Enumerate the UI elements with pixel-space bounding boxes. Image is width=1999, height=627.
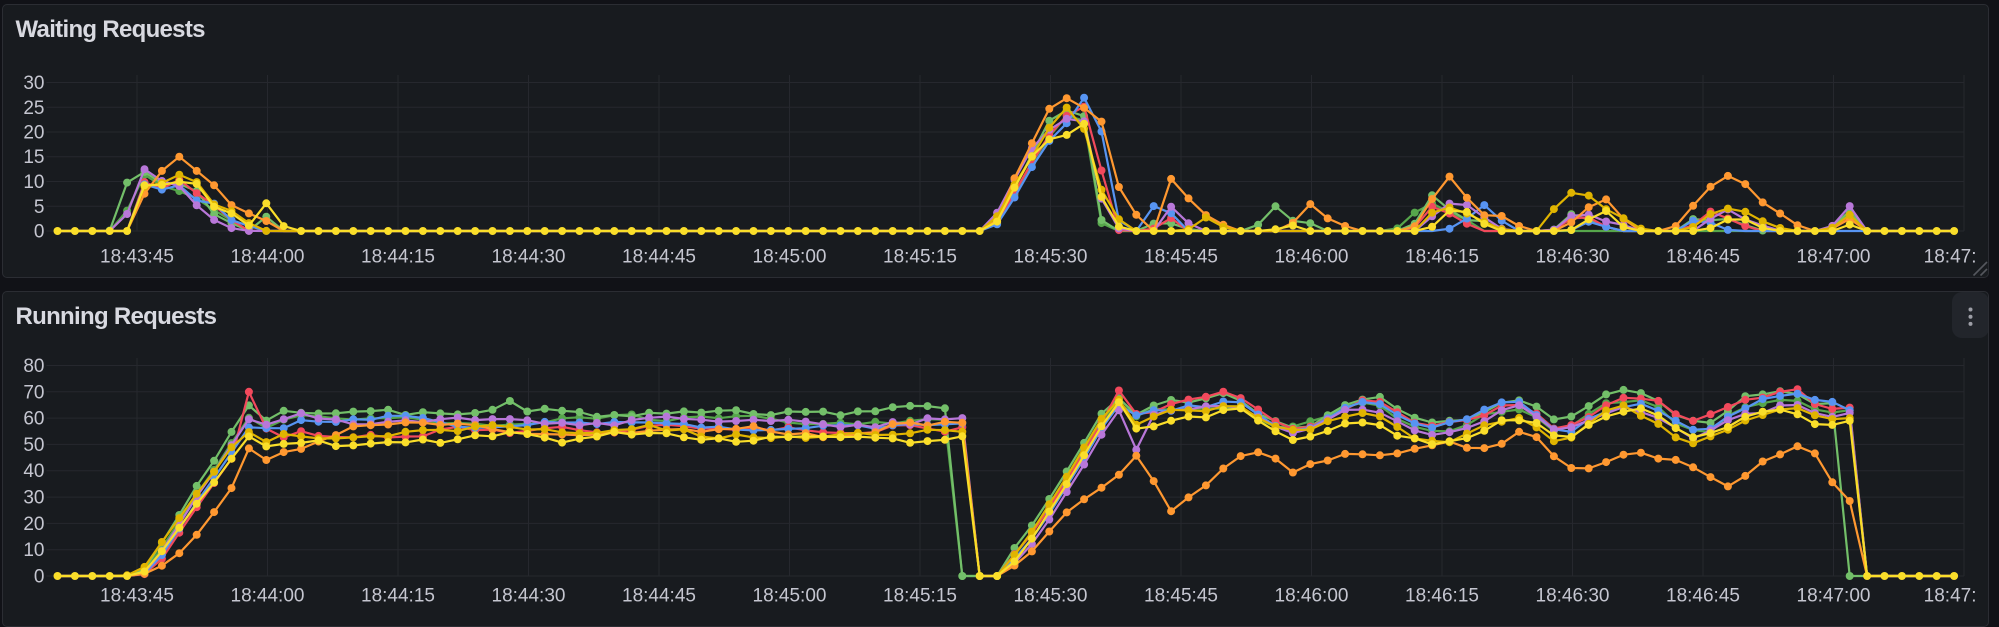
- svg-text:30: 30: [23, 73, 44, 94]
- svg-text:0: 0: [34, 222, 45, 243]
- svg-text:0: 0: [34, 567, 45, 588]
- svg-text:18:44:45: 18:44:45: [622, 247, 696, 268]
- svg-text:18:44:30: 18:44:30: [492, 247, 566, 268]
- svg-text:18:44:15: 18:44:15: [361, 247, 435, 268]
- svg-text:18:46:00: 18:46:00: [1275, 247, 1349, 268]
- svg-text:18:45:30: 18:45:30: [1014, 247, 1088, 268]
- svg-text:18:44:30: 18:44:30: [492, 586, 566, 607]
- svg-text:18:44:45: 18:44:45: [622, 586, 696, 607]
- svg-text:18:46:30: 18:46:30: [1536, 586, 1610, 607]
- svg-text:20: 20: [23, 123, 44, 144]
- svg-text:18:45:45: 18:45:45: [1144, 247, 1218, 268]
- svg-text:10: 10: [23, 172, 44, 193]
- svg-text:18:47:: 18:47:: [1924, 247, 1977, 268]
- svg-text:30: 30: [23, 488, 44, 509]
- svg-text:18:45:15: 18:45:15: [883, 586, 957, 607]
- svg-text:18:45:30: 18:45:30: [1014, 586, 1088, 607]
- svg-text:18:44:00: 18:44:00: [231, 586, 305, 607]
- svg-text:18:43:45: 18:43:45: [100, 247, 174, 268]
- svg-text:10: 10: [23, 540, 44, 561]
- svg-text:18:46:00: 18:46:00: [1275, 586, 1349, 607]
- svg-text:18:46:15: 18:46:15: [1405, 586, 1479, 607]
- svg-text:18:45:15: 18:45:15: [883, 247, 957, 268]
- svg-text:18:46:45: 18:46:45: [1666, 247, 1740, 268]
- svg-text:40: 40: [23, 461, 44, 482]
- svg-text:80: 80: [23, 356, 44, 377]
- svg-text:18:45:45: 18:45:45: [1144, 586, 1218, 607]
- svg-text:18:45:00: 18:45:00: [753, 586, 827, 607]
- svg-text:20: 20: [23, 514, 44, 535]
- svg-text:18:45:00: 18:45:00: [753, 247, 827, 268]
- svg-text:18:46:45: 18:46:45: [1666, 586, 1740, 607]
- svg-text:60: 60: [23, 409, 44, 430]
- svg-text:18:47:00: 18:47:00: [1797, 247, 1871, 268]
- svg-text:18:43:45: 18:43:45: [100, 586, 174, 607]
- svg-text:18:46:15: 18:46:15: [1405, 247, 1479, 268]
- svg-text:18:47:: 18:47:: [1924, 586, 1977, 607]
- svg-text:70: 70: [23, 382, 44, 403]
- svg-text:25: 25: [23, 98, 44, 119]
- svg-text:15: 15: [23, 147, 44, 168]
- svg-text:18:44:00: 18:44:00: [231, 247, 305, 268]
- svg-text:18:47:00: 18:47:00: [1797, 586, 1871, 607]
- svg-text:18:44:15: 18:44:15: [361, 586, 435, 607]
- svg-text:5: 5: [34, 197, 45, 218]
- svg-text:50: 50: [23, 435, 44, 456]
- svg-text:18:46:30: 18:46:30: [1536, 247, 1610, 268]
